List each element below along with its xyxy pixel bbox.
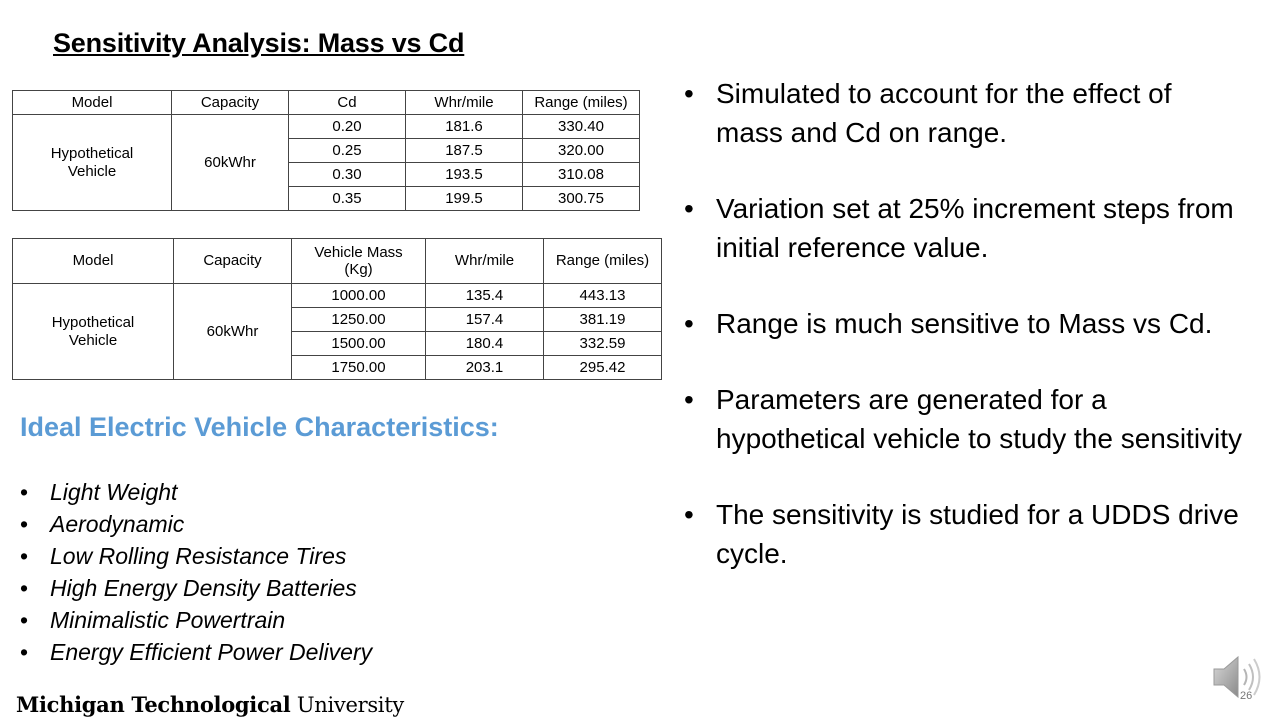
table-cell: 0.20 bbox=[288, 114, 406, 139]
table-cell: 332.59 bbox=[543, 331, 662, 356]
header-capacity: Capacity bbox=[171, 90, 289, 115]
list-item: • Minimalistic Powertrain bbox=[20, 607, 286, 633]
table-header-row: Model Capacity Cd Whr/mile Range (miles) bbox=[12, 90, 640, 115]
table-cell: 300.75 bbox=[522, 186, 640, 211]
slide-title: Sensitivity Analysis: Mass vs Cd bbox=[53, 28, 465, 58]
header-whr-mile: Whr/mile bbox=[425, 238, 544, 284]
table-row: 1500.00 180.4 332.59 bbox=[13, 331, 662, 356]
header-vehicle-mass: Vehicle Mass (Kg) bbox=[291, 238, 426, 284]
table-cell: 1250.00 bbox=[291, 307, 426, 332]
header-capacity: Capacity bbox=[173, 238, 292, 284]
table-cell: 0.25 bbox=[288, 138, 406, 163]
table-cell: 320.00 bbox=[522, 138, 640, 163]
table-cell: 203.1 bbox=[425, 355, 544, 380]
table-cell: 295.42 bbox=[543, 355, 662, 380]
key-points-list: • Simulated to account for the effect of … bbox=[684, 74, 1244, 610]
table-cell: 135.4 bbox=[425, 283, 544, 308]
table-row: 1750.00 203.1 295.42 bbox=[13, 355, 662, 380]
capacity-cell: 60kWhr bbox=[173, 283, 292, 380]
ideal-characteristics-heading: Ideal Electric Vehicle Characteristics: bbox=[20, 412, 499, 442]
table-row: 0.30 193.5 310.08 bbox=[13, 162, 640, 187]
table-cell: 0.35 bbox=[288, 186, 406, 211]
page-number: 26 bbox=[1240, 690, 1253, 702]
model-cell: Hypothetical Vehicle bbox=[12, 283, 174, 380]
speaker-icon[interactable] bbox=[1212, 654, 1266, 700]
cd-sensitivity-table: Model Capacity Cd Whr/mile Range (miles)… bbox=[12, 90, 640, 211]
table-cell: 180.4 bbox=[425, 331, 544, 356]
list-item: • The sensitivity is studied for a UDDS d… bbox=[684, 499, 1239, 569]
header-whr-mile: Whr/mile bbox=[405, 90, 523, 115]
table-cell: 193.5 bbox=[405, 162, 523, 187]
capacity-cell: 60kWhr bbox=[171, 114, 289, 211]
header-range: Range (miles) bbox=[543, 238, 662, 284]
table-row: 0.25 187.5 320.00 bbox=[13, 138, 640, 163]
list-item: • Parameters are generated for a hypothet… bbox=[684, 384, 1243, 454]
list-item: • Variation set at 25% increment steps fr… bbox=[684, 193, 1234, 263]
table-cell: 0.30 bbox=[288, 162, 406, 187]
table-cell: 443.13 bbox=[543, 283, 662, 308]
table-cell: 1000.00 bbox=[291, 283, 426, 308]
list-item: • Range is much sensitive to Mass vs Cd. bbox=[684, 308, 1213, 339]
table-header-row: Model Capacity Vehicle Mass (Kg) Whr/mil… bbox=[12, 238, 662, 284]
model-cell: Hypothetical Vehicle bbox=[12, 114, 172, 211]
table-cell: 310.08 bbox=[522, 162, 640, 187]
table-cell: 330.40 bbox=[522, 114, 640, 139]
list-item: • Light Weight bbox=[20, 479, 178, 505]
table-row: Hypothetical Vehicle 60kWhr 1000.00 135.… bbox=[12, 283, 662, 380]
header-cd: Cd bbox=[288, 90, 406, 115]
list-item: • Energy Efficient Power Delivery bbox=[20, 639, 373, 665]
table-cell: 157.4 bbox=[425, 307, 544, 332]
header-model: Model bbox=[12, 90, 172, 115]
table-row: 1250.00 157.4 381.19 bbox=[13, 307, 662, 332]
list-item: • Simulated to account for the effect of … bbox=[684, 78, 1172, 148]
mass-sensitivity-table: Model Capacity Vehicle Mass (Kg) Whr/mil… bbox=[12, 238, 662, 380]
list-item: • Aerodynamic bbox=[20, 511, 185, 537]
header-model: Model bbox=[12, 238, 174, 284]
header-range: Range (miles) bbox=[522, 90, 640, 115]
table-cell: 381.19 bbox=[543, 307, 662, 332]
table-cell: 199.5 bbox=[405, 186, 523, 211]
list-item: • Low Rolling Resistance Tires bbox=[20, 543, 347, 569]
table-cell: 181.6 bbox=[405, 114, 523, 139]
table-row: 0.35 199.5 300.75 bbox=[13, 186, 640, 211]
list-item: • High Energy Density Batteries bbox=[20, 575, 357, 601]
ideal-characteristics-list: • Light Weight • Aerodynamic • Low Rolling … bbox=[20, 476, 372, 668]
table-cell: 187.5 bbox=[405, 138, 523, 163]
table-row: Hypothetical Vehicle 60kWhr 0.20 181.6 3… bbox=[12, 114, 640, 211]
table-cell: 1750.00 bbox=[291, 355, 426, 380]
table-cell: 1500.00 bbox=[291, 331, 426, 356]
university-logo: Michigan Technological University bbox=[16, 692, 404, 717]
